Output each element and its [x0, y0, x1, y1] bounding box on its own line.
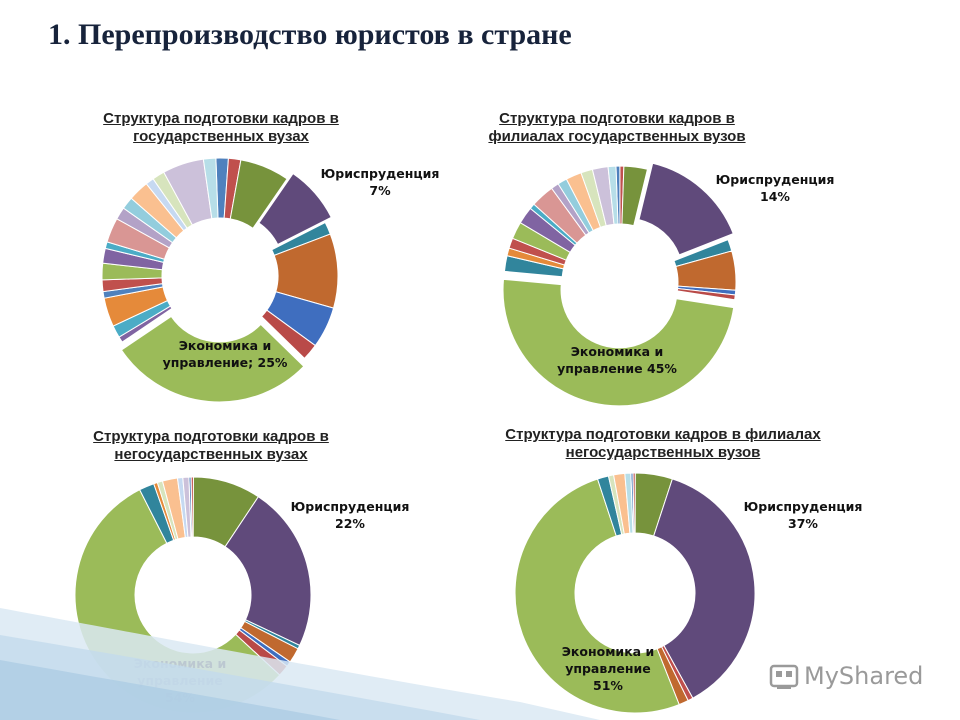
chart-title-line: Структура подготовки кадров в филиалах [505, 426, 821, 443]
myshared-logo-icon [769, 664, 799, 689]
chart-title-line: Структура подготовки кадров в [499, 110, 735, 127]
chart-title-line: филиалах государственных вузов [488, 128, 746, 145]
donut-slice [653, 478, 756, 699]
slice-label-line: управление; 25% [163, 355, 288, 370]
slice-label: Экономика и управление 51% [562, 644, 654, 693]
slice-label: Юриспруденция 37% [744, 499, 863, 531]
chart-title-line: государственных вузах [133, 128, 309, 145]
slice-label-line: 37% [788, 516, 818, 531]
slice-label-line: Юриспруденция [716, 172, 835, 187]
watermark-logo: MyShared [768, 656, 928, 696]
donut-slice [260, 309, 316, 360]
donut-slice [258, 172, 332, 246]
donut-slice [229, 159, 288, 229]
donut-slice [676, 287, 736, 301]
donut-slice [514, 478, 680, 714]
slice-label-line: Юриспруденция [321, 166, 440, 181]
chart-title-state-branches: Структура подготовки кадров в филиалах г… [452, 110, 782, 146]
donut-slice [224, 496, 312, 647]
slice-label-line: Экономика и [571, 344, 663, 359]
slice-label: Юриспруденция 14% [716, 172, 835, 204]
slice-label: Юриспруденция 22% [291, 499, 410, 531]
watermark-text: MyShared [804, 662, 924, 690]
slice-label: Экономика и управление 45% [557, 344, 677, 376]
slice-label-line: Экономика и [562, 644, 654, 659]
slice-label-line: управление 45% [557, 361, 677, 376]
slice-label-line: Экономика и [179, 338, 271, 353]
slice-label-line: 51% [593, 678, 623, 693]
chart-title-line: Структура подготовки кадров в [103, 110, 339, 127]
donut-slice [624, 472, 634, 534]
slice-label: Юриспруденция 7% [321, 166, 440, 198]
donut-slice [638, 162, 734, 256]
donut-slice [607, 165, 619, 225]
decorative-wave [0, 608, 600, 720]
donut-slice [621, 165, 649, 227]
slice-label-line: управление [565, 661, 651, 676]
slice-label-line: 14% [760, 189, 790, 204]
chart-title-line: Структура подготовки кадров в [93, 428, 329, 445]
slice-label-line: Юриспруденция [744, 499, 863, 514]
donut-slice [202, 157, 219, 220]
chart-title-private-universities: Структура подготовки кадров в негосударс… [46, 428, 376, 464]
donut-slice [182, 476, 192, 538]
slice-label: Экономика и управление; 25% [163, 338, 288, 370]
slice-label-line: Юриспруденция [291, 499, 410, 514]
donut-slice [502, 278, 735, 407]
chart-title-private-branches: Структура подготовки кадров в филиалах н… [448, 426, 878, 462]
slice-label-line: 22% [335, 516, 365, 531]
slice-label-line: 7% [369, 183, 391, 198]
chart-title-state-universities: Структура подготовки кадров в государств… [56, 110, 386, 146]
slide-title: 1. Перепроизводство юристов в стране [48, 18, 572, 51]
chart-title-line: негосударственных вузов [565, 444, 761, 461]
donut-slice [120, 315, 305, 403]
chart-title-line: негосударственных вузах [114, 446, 308, 463]
